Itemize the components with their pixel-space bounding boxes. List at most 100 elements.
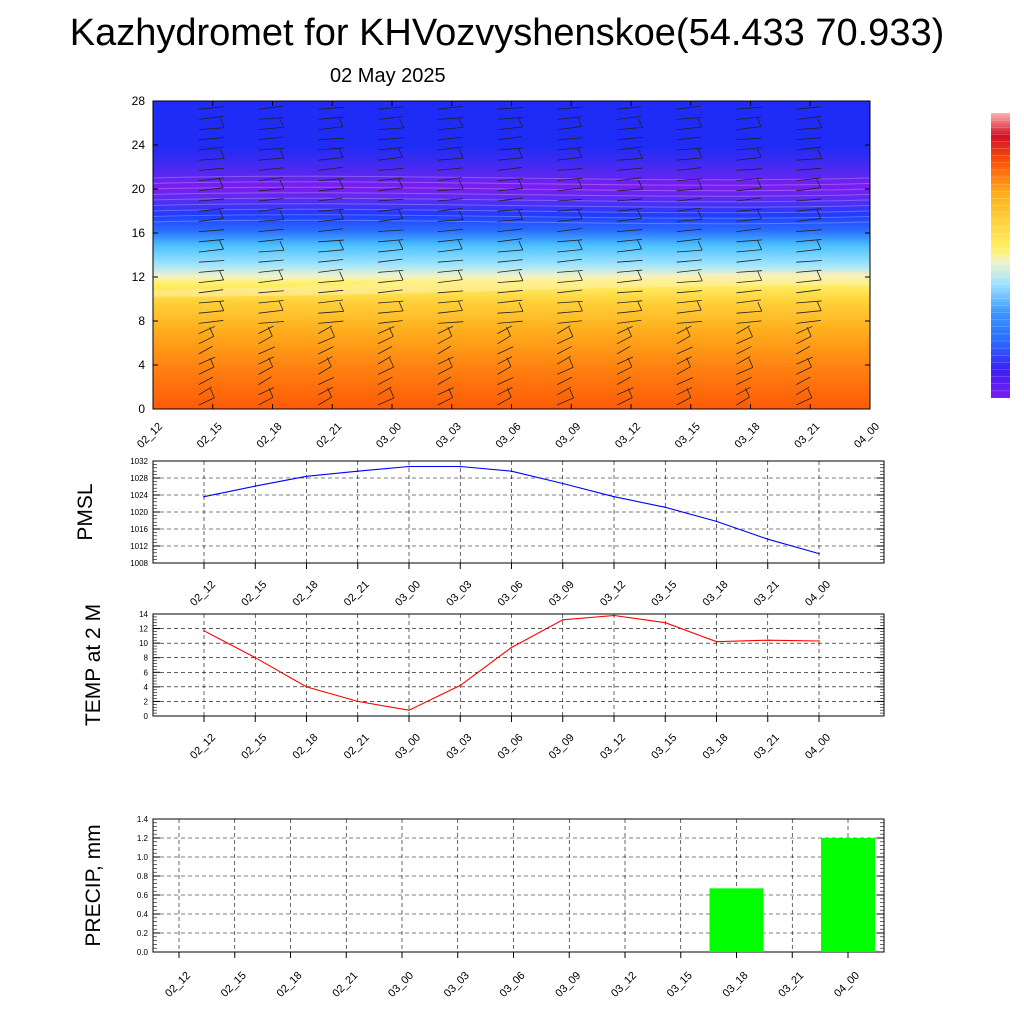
wind-barb [796,208,822,212]
wind-barb-feather [697,210,703,220]
wind-barb [676,366,691,375]
wind-barb [437,387,454,396]
wind-barb [676,299,702,304]
x-tick-label: 03_00 [386,970,416,1000]
chart-date: 02 May 2025 [330,65,446,87]
wind-barb [796,229,822,232]
wind-barb-feather [279,118,284,128]
wind-barb [198,239,224,243]
wind-barb [198,218,224,222]
wind-barb [676,157,702,161]
wind-barb [796,326,813,334]
x-tick-label: 03_21 [792,421,822,451]
wind-barb [796,386,810,396]
wind-barb [318,280,344,283]
wind-barb [198,269,225,273]
wind-barb [258,157,284,161]
wind-barb [258,117,284,120]
x-tick-label: 03_15 [649,579,679,609]
wind-barb [437,136,463,141]
wind-barb [497,218,523,222]
x-tick-label: 02_15 [239,732,269,762]
wind-barb [318,147,344,151]
wind-barb [258,346,276,355]
data-point [356,470,359,473]
wind-barb [198,127,225,130]
wind-barb-feather [458,118,464,128]
wind-barb [497,311,524,314]
wind-barb [377,127,404,130]
wind-barb [437,117,464,120]
x-tick-label: 03_12 [609,970,639,1000]
wind-barb [318,218,344,222]
wind-barb [258,290,284,294]
wind-barb-feather [330,327,335,337]
wind-barb [258,219,284,222]
x-tick-label: 04_00 [803,579,833,609]
wind-barb [318,106,344,110]
x-tick-label: 03_03 [442,970,472,1000]
x-tick-label: 03_09 [547,579,577,609]
wind-barb [318,249,344,253]
wind-barb-feather [518,240,524,251]
wind-barb [258,356,274,365]
wind-barb [557,116,583,120]
y-axis-title: TEMP at 2 M [82,604,105,726]
x-tick-label: 03_03 [444,579,474,609]
wind-barb-feather [638,179,643,190]
wind-barb-feather [697,148,703,159]
y-tick-label: 8 [138,314,145,328]
wind-barb [736,280,762,283]
data-point [613,614,615,617]
wind-barb [258,249,285,253]
wind-barb-feather [279,241,285,251]
wind-barb [497,209,524,212]
wind-barb [557,325,571,334]
x-tick-label: 03_21 [752,579,782,609]
contour-line [153,208,870,214]
wind-barb [497,228,523,232]
x-tick-label: 04_00 [852,421,882,451]
wind-barb [676,280,703,283]
wind-barb [198,345,213,355]
wind-barb-feather [209,357,215,368]
wind-barb-feather [517,117,523,128]
wind-barb [736,299,761,304]
wind-barb-feather [338,209,344,220]
wind-barb-feather [518,210,524,220]
wind-barb [497,356,513,365]
wind-barb [557,279,583,283]
wind-barb [258,300,284,304]
wind-barb [557,106,583,110]
wind-barb [796,320,821,324]
wind-barb [318,289,344,294]
vertical-profile-panel: 0 4 8 12 16 20 24 28 02_12 02_15 02_18 02_21 03_00 03… [132,94,882,451]
wind-barb [198,208,224,212]
wind-barb [437,321,464,324]
wind-barb [258,105,284,110]
wind-barb [437,188,464,192]
wind-barb [318,228,344,232]
wind-barb [676,207,702,212]
wind-barb [616,127,643,130]
wind-barb [676,377,694,385]
wind-barb [497,107,524,110]
wind-barb [377,106,404,110]
data-point [664,506,667,509]
precip-bar [709,888,764,952]
wind-barb-feather [279,210,285,220]
wind-barb [318,386,333,396]
wind-barb [676,178,703,181]
wind-barb [557,336,574,345]
wind-barb [736,386,751,396]
wind-barb [557,397,574,406]
contour-line [153,175,870,181]
wind-barb-feather [697,179,703,189]
wind-barb [497,299,523,304]
wind-barb [736,106,762,110]
wind-barb-feather [219,149,225,159]
wind-barb [258,167,284,171]
wind-barb [258,335,273,345]
wind-barb-feather [457,270,463,280]
wind-barb [676,269,702,273]
